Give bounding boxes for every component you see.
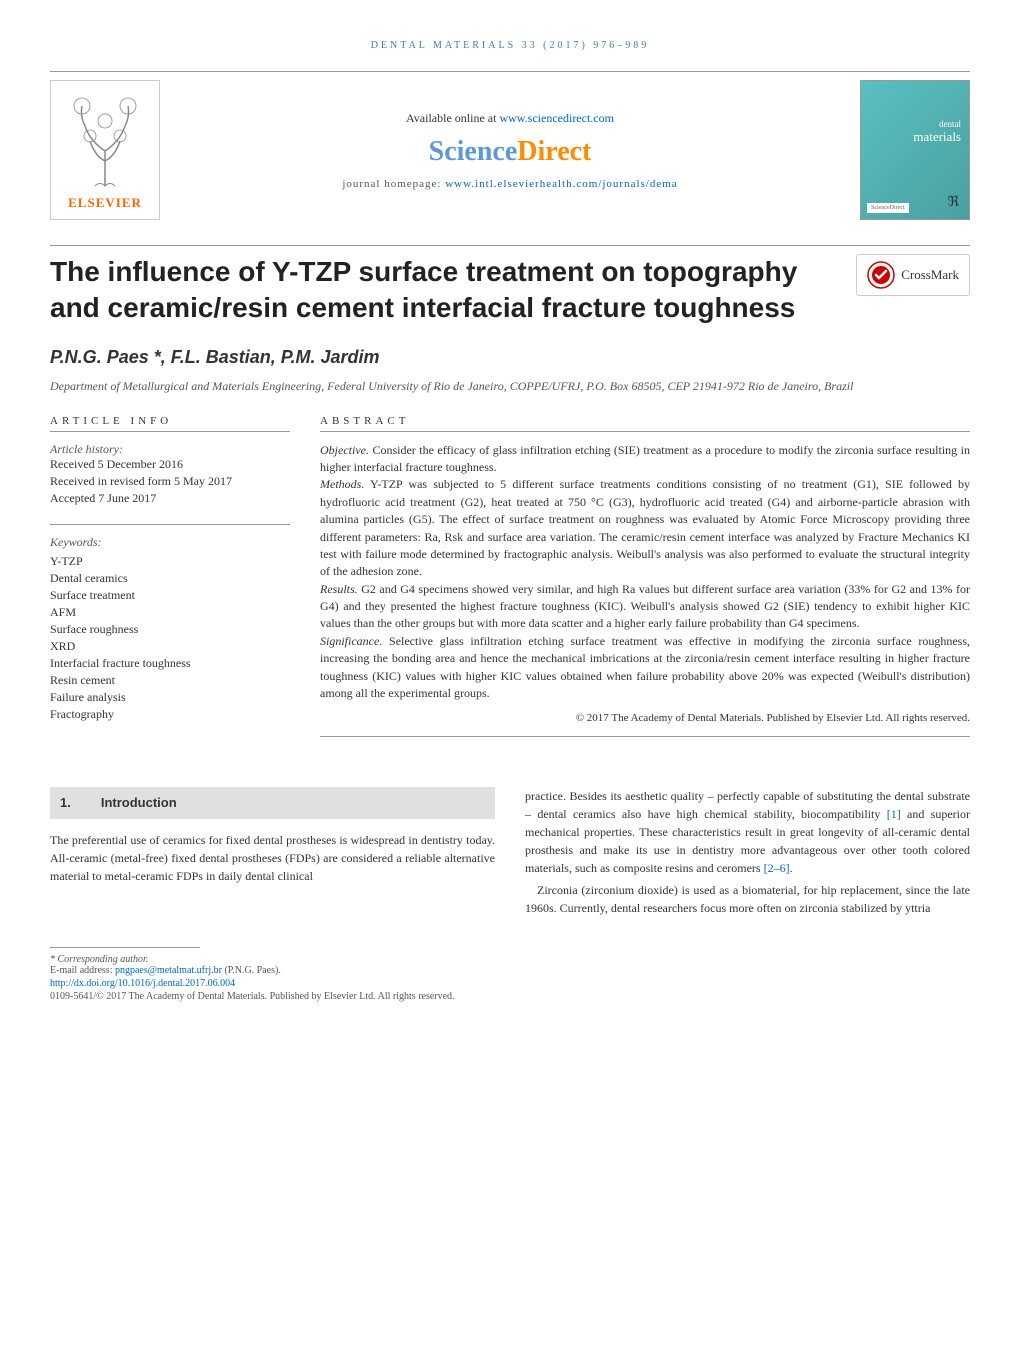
keyword: Surface treatment: [50, 588, 290, 603]
intro-col-left: 1. Introduction The preferential use of c…: [50, 787, 495, 917]
keyword: Fractography: [50, 707, 290, 722]
email-author: (P.N.G. Paes).: [222, 965, 281, 976]
article-info-header: ARTICLE INFO: [50, 415, 290, 427]
email-line: E-mail address: pngpaes@metalmat.ufrj.br…: [50, 965, 970, 976]
methods-text: Y-TZP was subjected to 5 different surfa…: [320, 477, 970, 578]
abstract-header: ABSTRACT: [320, 415, 970, 427]
affiliation: Department of Metallurgical and Material…: [50, 378, 970, 395]
intro-text-2c: .: [790, 861, 793, 875]
cover-sciencedirect-badge: ScienceDirect: [867, 203, 909, 213]
intro-para-3: Zirconia (zirconium dioxide) is used as …: [525, 881, 970, 917]
history-accepted: Accepted 7 June 2017: [50, 491, 290, 506]
results-label: Results.: [320, 582, 358, 596]
abstract-bottom-divider: [320, 736, 970, 737]
footer: * Corresponding author. E-mail address: …: [50, 947, 970, 1002]
methods-label: Methods.: [320, 477, 364, 491]
article-info: ARTICLE INFO Article history: Received 5…: [50, 415, 290, 748]
email-link[interactable]: pngpaes@metalmat.ufrj.br: [115, 965, 222, 976]
abstract-text: Objective. Consider the efficacy of glas…: [320, 442, 970, 703]
abstract-copyright: © 2017 The Academy of Dental Materials. …: [320, 712, 970, 724]
history-received: Received 5 December 2016: [50, 457, 290, 472]
masthead: ELSEVIER Available online at www.science…: [50, 80, 970, 220]
objective-label: Objective.: [320, 443, 369, 457]
keywords-label: Keywords:: [50, 535, 290, 550]
intro-heading-num: 1.: [60, 795, 71, 810]
journal-homepage: journal homepage: www.intl.elsevierhealt…: [342, 178, 677, 190]
keyword: XRD: [50, 639, 290, 654]
intro-para-2: practice. Besides its aesthetic quality …: [525, 787, 970, 877]
sciencedirect-url-link[interactable]: www.sciencedirect.com: [499, 111, 614, 125]
history-label: Article history:: [50, 442, 290, 457]
abstract: ABSTRACT Objective. Consider the efficac…: [320, 415, 970, 748]
journal-cover: dental materials ScienceDirect ℜ: [860, 80, 970, 220]
objective-text: Consider the efficacy of glass infiltrat…: [320, 443, 970, 474]
authors: P.N.G. Paes *, F.L. Bastian, P.M. Jardim: [50, 347, 970, 368]
results-text: G2 and G4 specimens showed very similar,…: [320, 582, 970, 631]
keyword: Y-TZP: [50, 554, 290, 569]
sd-direct-text: Direct: [517, 136, 591, 167]
info-abstract-row: ARTICLE INFO Article history: Received 5…: [50, 415, 970, 748]
intro-col-right: practice. Besides its aesthetic quality …: [525, 787, 970, 917]
title-row: The influence of Y-TZP surface treatment…: [50, 254, 970, 327]
info-divider-2: [50, 524, 290, 525]
keyword: AFM: [50, 605, 290, 620]
homepage-label: journal homepage:: [342, 178, 445, 190]
history-revised: Received in revised form 5 May 2017: [50, 474, 290, 489]
intro-para-1: The preferential use of ceramics for fix…: [50, 831, 495, 885]
elsevier-tree-icon: [60, 91, 150, 191]
cover-title: dental materials: [869, 119, 961, 145]
keyword: Surface roughness: [50, 622, 290, 637]
elsevier-text: ELSEVIER: [68, 195, 142, 211]
info-divider-1: [50, 431, 290, 432]
top-divider: [50, 71, 970, 72]
elsevier-logo: ELSEVIER: [50, 80, 160, 220]
crossmark-icon: [867, 261, 895, 289]
cover-r-icon: ℜ: [948, 194, 959, 211]
keyword: Resin cement: [50, 673, 290, 688]
intro-heading: 1. Introduction: [50, 787, 495, 819]
running-header: DENTAL MATERIALS 33 (2017) 976–989: [50, 40, 970, 51]
footer-divider: [50, 947, 200, 948]
ref-link-2-6[interactable]: [2–6]: [764, 861, 790, 875]
masthead-divider: [50, 245, 970, 246]
sciencedirect-logo[interactable]: ScienceDirect: [429, 136, 592, 168]
available-label: Available online at: [406, 111, 499, 125]
crossmark-badge[interactable]: CrossMark: [856, 254, 970, 296]
corresponding-author: * Corresponding author.: [50, 954, 970, 965]
cover-materials-text: materials: [913, 129, 961, 144]
article-title: The influence of Y-TZP surface treatment…: [50, 254, 836, 327]
available-online-text: Available online at www.sciencedirect.co…: [406, 111, 614, 126]
abstract-divider: [320, 431, 970, 432]
authors-text: P.N.G. Paes *, F.L. Bastian, P.M. Jardim: [50, 347, 379, 367]
keyword: Interfacial fracture toughness: [50, 656, 290, 671]
masthead-center: Available online at www.sciencedirect.co…: [175, 80, 845, 220]
doi-link[interactable]: http://dx.doi.org/10.1016/j.dental.2017.…: [50, 978, 970, 989]
keyword: Dental ceramics: [50, 571, 290, 586]
intro-section: 1. Introduction The preferential use of c…: [50, 787, 970, 917]
journal-homepage-link[interactable]: www.intl.elsevierhealth.com/journals/dem…: [445, 178, 677, 190]
crossmark-text: CrossMark: [901, 267, 959, 283]
cover-dental-text: dental: [869, 119, 961, 129]
footer-copyright: 0109-5641/© 2017 The Academy of Dental M…: [50, 991, 970, 1002]
intro-heading-text: Introduction: [101, 795, 177, 810]
email-label: E-mail address:: [50, 965, 115, 976]
sd-science-text: Science: [429, 136, 518, 167]
significance-label: Significance.: [320, 634, 382, 648]
ref-link-1[interactable]: [1]: [887, 807, 901, 821]
keyword: Failure analysis: [50, 690, 290, 705]
page-container: DENTAL MATERIALS 33 (2017) 976–989 ELSEV…: [0, 0, 1020, 1042]
significance-text: Selective glass infiltration etching sur…: [320, 634, 970, 700]
